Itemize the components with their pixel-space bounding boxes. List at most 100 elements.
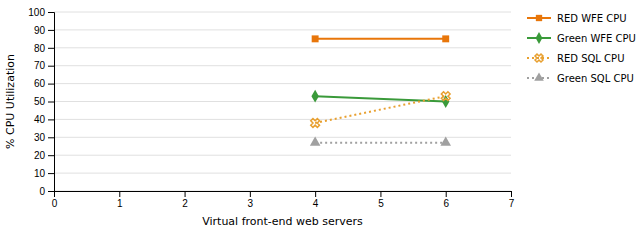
x-tick-label: 0 [52, 198, 58, 209]
x-tick: 2 [182, 191, 188, 209]
y-tick: 80 [34, 43, 54, 54]
legend-marker [533, 52, 545, 64]
y-tick-mark [48, 48, 54, 49]
legend-label: Green SQL CPU [557, 73, 634, 84]
series [309, 90, 453, 130]
series-marker [440, 137, 451, 146]
x-tick: 7 [509, 191, 515, 209]
x-tick-mark [446, 191, 447, 197]
x-tick-mark [511, 191, 512, 197]
x-tick-mark [185, 191, 186, 197]
grid-line [54, 173, 511, 174]
legend-label: Green WFE CPU [557, 33, 636, 44]
y-tick-label: 60 [34, 78, 46, 89]
grid-line [54, 65, 511, 66]
x-tick-label: 4 [313, 198, 319, 209]
series-marker [309, 116, 322, 129]
y-tick: 30 [34, 132, 54, 143]
x-tick: 4 [313, 191, 319, 209]
y-tick: 100 [28, 7, 54, 18]
chart: 012345670102030405060708090100Virtual fr… [0, 0, 641, 231]
y-tick-mark [48, 119, 54, 120]
y-tick: 70 [34, 60, 54, 71]
series-marker [312, 35, 319, 42]
plot: 012345670102030405060708090100 [28, 7, 514, 209]
y-tick-label: 30 [34, 132, 46, 143]
legend-swatch [527, 57, 551, 59]
y-tick: 0 [39, 186, 54, 197]
y-tick: 20 [34, 150, 54, 161]
grid-line [54, 47, 511, 48]
y-tick-label: 50 [34, 96, 46, 107]
series-marker [442, 35, 449, 42]
y-tick-mark [48, 30, 54, 31]
legend-item: RED SQL CPU [527, 52, 624, 64]
grid-line [54, 29, 511, 30]
x-tick-mark [315, 191, 316, 197]
x-tick-label: 1 [117, 198, 123, 209]
legend-marker [534, 72, 544, 80]
y-tick-label: 80 [34, 43, 46, 54]
x-tick: 6 [443, 191, 449, 209]
x-tick-label: 6 [443, 198, 449, 209]
x-axis-line [55, 192, 512, 198]
y-tick: 60 [34, 78, 54, 89]
y-tick-label: 70 [34, 60, 46, 71]
x-tick: 0 [52, 191, 58, 209]
y-tick: 10 [34, 168, 54, 179]
y-tick-mark [48, 191, 54, 192]
y-tick-label: 10 [34, 168, 46, 179]
y-tick-mark [48, 173, 54, 174]
legend-item: RED WFE CPU [527, 13, 627, 24]
series-marker [311, 90, 318, 103]
series-line [315, 142, 446, 144]
x-tick-label: 7 [509, 198, 515, 209]
y-tick-mark [48, 66, 54, 67]
y-tick-label: 100 [28, 7, 45, 18]
x-tick: 3 [248, 191, 254, 209]
y-tick-mark [48, 84, 54, 85]
y-tick: 90 [34, 25, 54, 36]
y-tick-label: 0 [39, 186, 45, 197]
y-tick-label: 90 [34, 25, 46, 36]
grid [54, 12, 511, 191]
y-tick-mark [48, 12, 54, 13]
data-area [309, 35, 453, 145]
y-tick-mark [48, 137, 54, 138]
series [312, 35, 449, 42]
y-tick-label: 20 [34, 150, 46, 161]
x-tick-mark [380, 191, 381, 197]
x-tick-mark [119, 191, 120, 197]
x-axis-title: Virtual front-end web servers [202, 215, 363, 228]
legend-label: RED WFE CPU [557, 13, 627, 24]
legend: RED WFE CPU Green WFE CPU RED SQL CPU Green… [527, 13, 636, 84]
y-tick: 40 [34, 114, 54, 125]
legend-marker [536, 15, 542, 21]
grid-line [54, 137, 511, 138]
series-line [315, 96, 446, 101]
series-line [315, 38, 446, 40]
x-tick-label: 2 [182, 198, 188, 209]
y-tick-label: 40 [34, 114, 46, 125]
x-tick: 5 [378, 191, 384, 209]
y-axis-line [48, 13, 55, 192]
x-tick: 1 [117, 191, 123, 209]
series-marker [439, 90, 452, 103]
legend-marker [536, 32, 543, 44]
grid-line [54, 83, 511, 84]
grid-line [54, 119, 511, 120]
x-tick-label: 5 [378, 198, 384, 209]
legend-item: Green SQL CPU [527, 72, 634, 83]
y-tick: 50 [34, 96, 54, 107]
x-tick-mark [250, 191, 251, 197]
series-marker [310, 137, 321, 146]
grid-line [54, 155, 511, 156]
x-tick-label: 3 [248, 198, 254, 209]
y-axis-title: % CPU Utilization [4, 54, 17, 149]
legend-item: Green WFE CPU [527, 32, 636, 44]
y-tick-mark [48, 102, 54, 103]
y-axis: 0 10 20 30 40 50 60 70 80 90 100 [28, 7, 54, 197]
legend-label: RED SQL CPU [557, 53, 624, 64]
series [310, 137, 451, 146]
grid-line [54, 12, 511, 13]
